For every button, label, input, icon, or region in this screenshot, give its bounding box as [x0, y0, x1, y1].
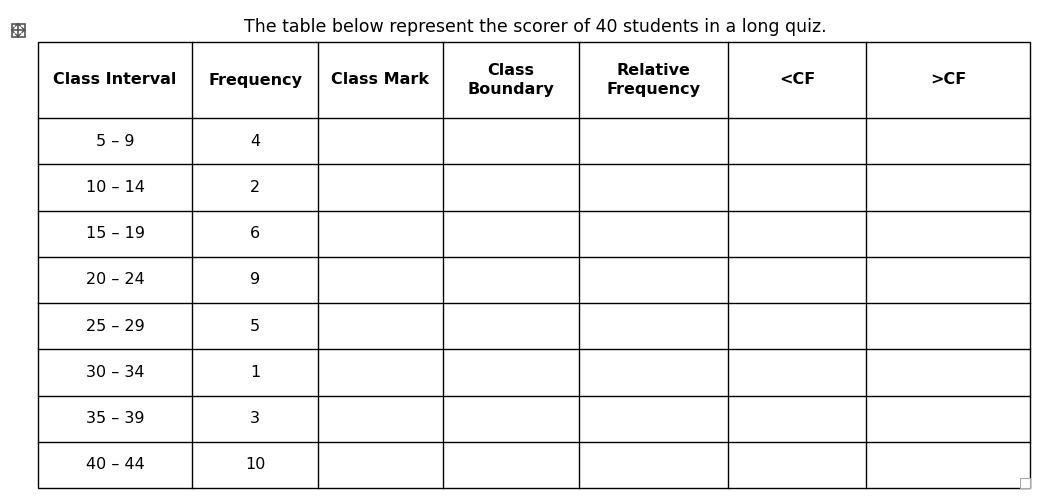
- Text: 6: 6: [250, 226, 260, 241]
- Bar: [1020, 478, 1030, 488]
- Text: <CF: <CF: [779, 72, 815, 87]
- Text: 9: 9: [250, 272, 260, 287]
- Text: 30 – 34: 30 – 34: [86, 365, 144, 380]
- Text: 35 – 39: 35 – 39: [86, 411, 144, 426]
- Text: 25 – 29: 25 – 29: [86, 318, 144, 334]
- Text: 20 – 24: 20 – 24: [86, 272, 144, 287]
- Text: 1: 1: [250, 365, 260, 380]
- Text: 15 – 19: 15 – 19: [86, 226, 144, 241]
- Text: Relative
Frequency: Relative Frequency: [606, 63, 700, 97]
- Text: 4: 4: [250, 133, 260, 149]
- Text: 2: 2: [250, 180, 260, 195]
- Text: The table below represent the scorer of 40 students in a long quiz.: The table below represent the scorer of …: [243, 18, 827, 36]
- Text: 10 – 14: 10 – 14: [86, 180, 144, 195]
- Text: 5: 5: [250, 318, 260, 334]
- Bar: [11, 23, 24, 37]
- Text: Class Mark: Class Mark: [331, 72, 429, 87]
- Text: 5 – 9: 5 – 9: [96, 133, 135, 149]
- Text: Class
Boundary: Class Boundary: [467, 63, 554, 97]
- Bar: [38, 42, 1030, 488]
- Text: 10: 10: [245, 457, 265, 472]
- Text: Frequency: Frequency: [208, 72, 302, 87]
- Text: Class Interval: Class Interval: [53, 72, 177, 87]
- Text: 40 – 44: 40 – 44: [86, 457, 144, 472]
- Text: 3: 3: [250, 411, 260, 426]
- Text: >CF: >CF: [930, 72, 967, 87]
